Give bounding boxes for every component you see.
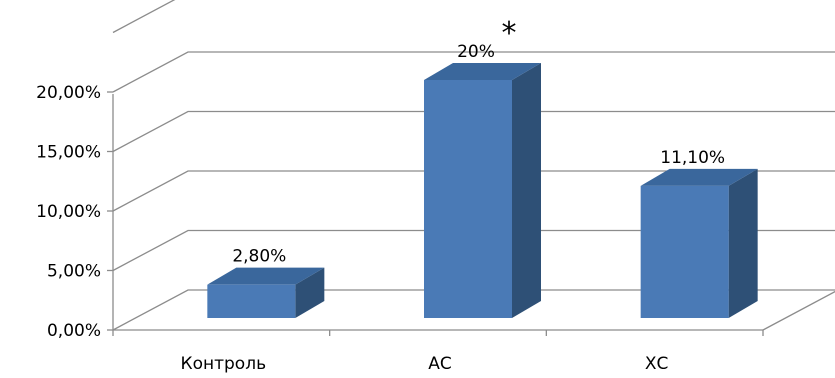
- x-category-label: Контроль: [181, 354, 267, 374]
- y-tick-label: 20,00%: [36, 83, 101, 103]
- bar-side: [512, 63, 541, 318]
- bar-side: [728, 168, 758, 318]
- chart-labels: 2,80% Контроль 20% АС * 11,10% ХС: [181, 16, 726, 374]
- x-category-label: ХС: [645, 354, 669, 374]
- gridline: [112, 0, 176, 34]
- significance-asterisk: *: [502, 16, 517, 51]
- bar: [424, 63, 541, 318]
- floor-right-edge: [762, 290, 835, 331]
- bar-side: [295, 267, 325, 318]
- data-label: 2,80%: [232, 247, 286, 267]
- chart-bars: [207, 63, 758, 318]
- bar: [640, 168, 758, 318]
- data-label: 20%: [457, 42, 495, 62]
- chart-gridlines: [112, 0, 835, 331]
- gridline: [112, 170, 835, 212]
- y-tick-label: 10,00%: [36, 202, 101, 222]
- bar-front: [640, 185, 729, 318]
- x-category-label: АС: [428, 354, 452, 374]
- gridline: [112, 110, 835, 153]
- bar-top: [207, 267, 325, 285]
- y-tick-label: 5,00%: [47, 262, 101, 282]
- gridline: [112, 229, 835, 272]
- y-tick-label: 15,00%: [36, 143, 101, 163]
- y-axis-ticks: 0,00% 5,00% 10,00% 15,00% 20,00%: [36, 83, 113, 341]
- bar-top: [424, 63, 541, 80]
- bar-front: [424, 80, 512, 318]
- bar: [207, 267, 325, 318]
- bar-front: [207, 284, 296, 318]
- gridline: [112, 289, 835, 331]
- gridline: [112, 51, 835, 93]
- bar-top: [640, 168, 758, 186]
- chart-axes: [112, 94, 835, 336]
- data-label: 11,10%: [660, 148, 725, 168]
- y-tick-label: 0,00%: [47, 321, 101, 341]
